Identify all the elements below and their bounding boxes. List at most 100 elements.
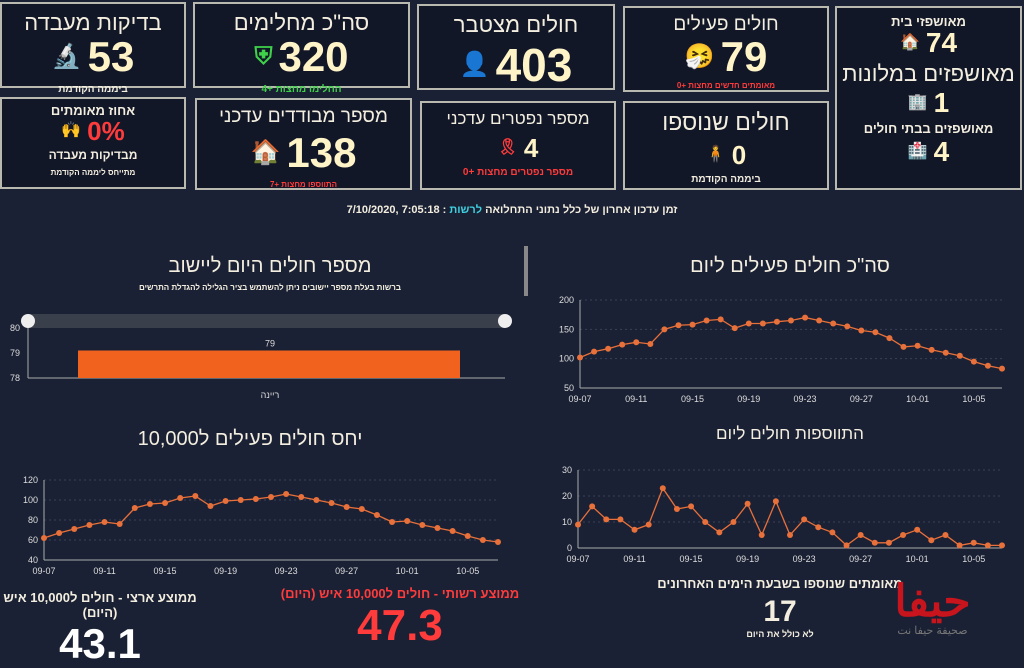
- x-category-label: ריינה: [261, 390, 280, 400]
- data-point: [787, 532, 793, 538]
- data-point: [914, 342, 921, 349]
- data-point: [56, 530, 63, 536]
- zoom-slider-handle-left[interactable]: [21, 314, 35, 328]
- data-point: [577, 354, 583, 361]
- series-line: [43, 493, 499, 543]
- ratio-chart: 40 60 80 100 120 09-07 09-11 09-15 09-19 09-23 09-…: [23, 475, 501, 576]
- x-tick-label: 09-23: [793, 554, 816, 564]
- last-update: זמן עדכון אחרון של כלל נתוני התחלואה לרש…: [0, 204, 1024, 216]
- national-label: ממוצע ארצי - חולים ל10,000 איש (היום): [3, 590, 197, 620]
- update-time: 7:05:18 ,7/10/2020: [346, 204, 440, 216]
- hotel-label: מאושפזים במלונות: [842, 61, 1015, 86]
- card-active: חולים פעילים 79 🤧 מאומתים חדשים מחצות +0: [623, 6, 829, 92]
- bar: [78, 350, 460, 378]
- x-tick-label: 09-11: [93, 566, 115, 576]
- data-point: [689, 321, 696, 328]
- data-point: [222, 498, 229, 504]
- data-point: [404, 518, 411, 524]
- data-point: [495, 539, 501, 545]
- y-tick-label: 60: [28, 535, 38, 545]
- data-point: [858, 327, 865, 334]
- x-tick-label: 09-19: [737, 394, 760, 404]
- bar-value-label: 79: [265, 339, 275, 349]
- national-value: 43.1: [59, 620, 141, 667]
- data-point: [702, 519, 709, 525]
- series-line: [579, 316, 1003, 370]
- scrollbar[interactable]: [524, 246, 528, 296]
- bar-chart-subtitle: ברשות בעלת מספר יישובים ניתן להשתמש בציר…: [139, 283, 401, 292]
- data-point: [237, 497, 244, 503]
- update-authority: לרשות: [449, 204, 483, 216]
- data-point: [673, 506, 680, 512]
- data-point: [928, 346, 935, 353]
- data-point: [298, 494, 305, 500]
- x-tick-label: 10-01: [396, 566, 419, 576]
- data-point: [313, 497, 320, 503]
- y-tick-label: 40: [28, 555, 38, 565]
- data-point: [801, 516, 808, 523]
- active-patients-chart: 50 100 150 200 09-07 09-11 09-15 09-19 09-23 09-2…: [559, 295, 1005, 404]
- data-point: [146, 501, 153, 507]
- data-point: [619, 341, 626, 348]
- data-point: [703, 317, 710, 324]
- data-point: [871, 539, 878, 546]
- data-point: [772, 498, 779, 505]
- y-tick-label: 0: [567, 543, 572, 553]
- ratio-chart-title: יחס חולים פעילים ל10,000: [137, 428, 363, 450]
- lab-test-icon: 🔬: [51, 43, 82, 70]
- watermark-logo: حيفا صحيفة حيفا نت: [894, 577, 971, 638]
- hospital-label: מאושפזים בבתי חולים: [863, 121, 994, 136]
- card-value: 0: [731, 140, 747, 170]
- card-recovered: סה"כ מחלימים 320 ⛨ החלימו מחצות +4: [193, 2, 410, 95]
- home-value: 74: [925, 27, 958, 58]
- data-point: [464, 533, 471, 539]
- zoom-slider-handle-right[interactable]: [498, 314, 512, 328]
- card-title: חולים מצטבר: [453, 12, 579, 37]
- x-tick-label: 09-19: [736, 554, 759, 564]
- x-tick-label: 09-07: [566, 554, 589, 564]
- card-sub: ביממה הקודמת: [58, 84, 128, 95]
- card-isolated: מספר מבודדים עדכני 138 🏠 התווספו מחצות +7: [195, 98, 412, 190]
- data-point: [86, 522, 93, 528]
- card-value: 4: [523, 133, 539, 163]
- data-point: [162, 500, 169, 506]
- data-point: [984, 362, 991, 369]
- data-point: [283, 491, 290, 497]
- data-point: [885, 539, 892, 546]
- data-point: [956, 542, 963, 549]
- person-icon: 🧍: [705, 146, 726, 163]
- card-new-patients: חולים שנוספו 0 🧍 ביממה הקודמת: [623, 101, 829, 190]
- y-tick-label: 80: [10, 323, 20, 333]
- local-label: ממוצע רשותי - חולים ל10,000 איש (היום): [280, 586, 520, 601]
- data-point: [843, 542, 850, 549]
- y-tick-label: 50: [564, 383, 574, 393]
- week-note: לא כולל את היום: [746, 629, 814, 639]
- update-label: זמן עדכון אחרון של כלל נתוני התחלואה: [485, 204, 678, 216]
- additions-chart-title: התווספות חולים ליום: [716, 424, 864, 443]
- data-point: [659, 485, 666, 492]
- bar-chart: 78 79 80 79 ריינה: [10, 314, 512, 400]
- data-point: [857, 532, 864, 538]
- data-point: [999, 365, 1005, 372]
- x-tick-label: 09-15: [681, 394, 704, 404]
- masked-person-icon: 👤: [459, 51, 490, 78]
- data-point: [647, 341, 654, 347]
- hands-icon: 🙌: [61, 122, 82, 139]
- y-tick-label: 100: [559, 354, 574, 364]
- data-point: [758, 532, 765, 538]
- data-point: [419, 522, 426, 528]
- y-tick-label: 30: [562, 465, 572, 475]
- data-point: [830, 320, 837, 327]
- data-point: [942, 349, 949, 356]
- card-value: 138: [286, 129, 357, 176]
- data-point: [773, 318, 780, 325]
- y-tick-label: 200: [559, 295, 574, 305]
- data-point: [844, 323, 851, 330]
- card-hospitalized: מאושפזי בית 74 🏠 מאושפזים במלונות 1 🏢 מאוש…: [835, 6, 1022, 190]
- data-point: [131, 505, 138, 511]
- data-point: [744, 500, 751, 507]
- card-title: חולים פעילים: [673, 14, 779, 35]
- bar-chart-title: מספר חולים היום ליישוב: [168, 255, 372, 277]
- x-tick-label: 10-05: [456, 566, 479, 576]
- data-point: [716, 529, 723, 536]
